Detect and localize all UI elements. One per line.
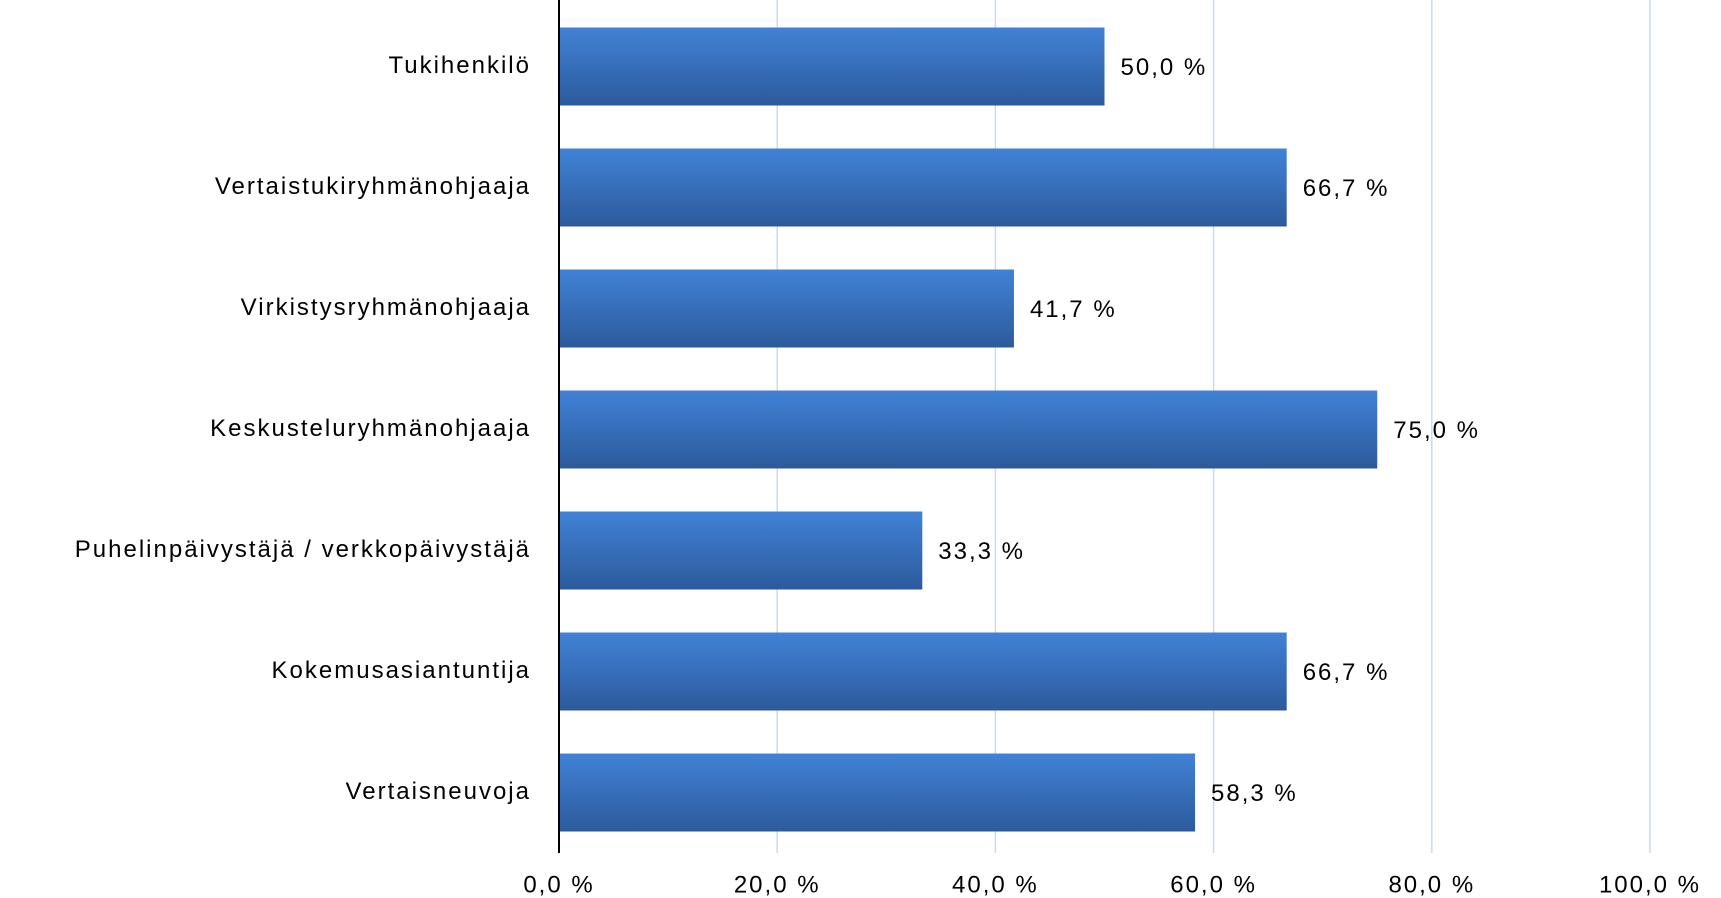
y-tick-label: Virkistysryhmänohjaaja [241,294,531,321]
y-tick-label: Puhelinpäivystäjä / verkkopäivystäjä [75,536,531,563]
x-tick-label: 40,0 % [952,871,1039,898]
bar [559,27,1105,106]
x-tick-label: 60,0 % [1170,871,1257,898]
y-tick-label: Tukihenkilö [388,52,531,79]
value-label: 41,7 % [1030,296,1117,323]
value-label: 58,3 % [1211,780,1298,807]
value-label: 50,0 % [1121,54,1208,81]
value-label: 66,7 % [1303,659,1390,686]
bar [559,269,1014,348]
y-tick-label: Kokemusasiantuntija [272,657,531,684]
x-tick-label: 100,0 % [1599,871,1701,898]
bar [559,753,1196,832]
value-label: 33,3 % [938,538,1025,565]
y-tick-label: Vertaistukiryhmänohjaaja [215,173,531,200]
bar [559,148,1287,227]
x-tick-label: 0,0 % [523,871,594,898]
value-label: 75,0 % [1393,417,1480,444]
bar [559,390,1378,469]
value-label: 66,7 % [1303,175,1390,202]
x-tick-label: 20,0 % [734,871,821,898]
bar [559,632,1287,711]
bar [559,511,923,590]
y-tick-label: Vertaisneuvoja [346,778,531,805]
x-tick-label: 80,0 % [1388,871,1475,898]
y-tick-label: Keskusteluryhmänohjaaja [210,415,531,442]
